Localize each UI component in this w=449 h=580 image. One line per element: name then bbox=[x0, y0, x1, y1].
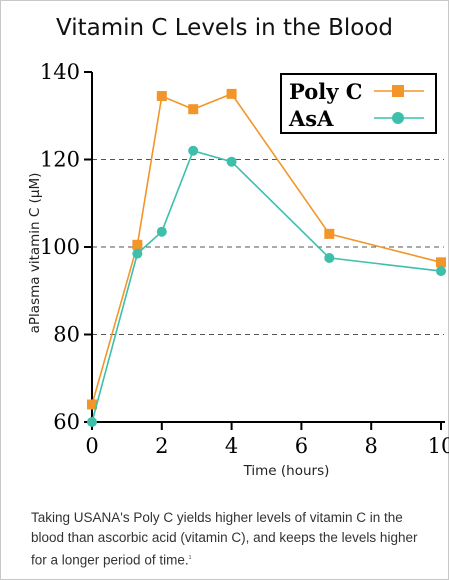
y-tick-label: 80 bbox=[53, 323, 80, 347]
caption-text: Taking USANA's Poly C yields higher leve… bbox=[31, 510, 418, 568]
y-tick-label: 100 bbox=[40, 235, 80, 259]
data-point-square bbox=[132, 239, 143, 250]
caption: Taking USANA's Poly C yields higher leve… bbox=[31, 508, 431, 571]
y-axis-label: aPlasma vitamin C (μM) bbox=[27, 173, 43, 334]
series-line-poly-c bbox=[91, 92, 442, 405]
data-point-circle bbox=[188, 145, 199, 156]
data-point-circle bbox=[132, 248, 143, 259]
data-point-square bbox=[87, 399, 97, 410]
y-tick-label: 140 bbox=[40, 60, 80, 84]
x-tick-label: 10 bbox=[428, 434, 449, 458]
x-tick-label: 4 bbox=[225, 434, 238, 458]
data-point-square bbox=[226, 88, 237, 99]
data-point-circle bbox=[156, 226, 167, 237]
footnote-mark: 1 bbox=[188, 555, 192, 561]
legend-label: Poly C bbox=[289, 79, 362, 104]
x-tick-label: 2 bbox=[155, 434, 168, 458]
data-point-square bbox=[324, 228, 335, 239]
x-tick-label: 8 bbox=[365, 434, 378, 458]
data-point-circle bbox=[87, 417, 97, 427]
data-point-square bbox=[156, 91, 167, 102]
legend-label: AsA bbox=[288, 106, 334, 131]
data-point-circle bbox=[226, 156, 237, 167]
line-chart: 60 80 100 120 140 0 2 4 6 8 10 Time (hours) aPlasma … bbox=[27, 60, 449, 479]
x-axis-label: Time (hours) bbox=[243, 463, 330, 479]
y-tick-label: 120 bbox=[40, 148, 80, 172]
chart-title: Vitamin C Levels in the Blood bbox=[55, 15, 394, 41]
legend-box bbox=[280, 73, 437, 134]
legend-marker-circle bbox=[392, 112, 404, 124]
data-point-circle bbox=[324, 252, 335, 263]
legend-marker-square bbox=[392, 85, 404, 97]
data-point-square bbox=[188, 104, 199, 115]
series-line-asa bbox=[91, 149, 442, 423]
x-tick-label: 6 bbox=[295, 434, 308, 458]
x-tick-label: 0 bbox=[85, 434, 98, 458]
data-point-circle bbox=[436, 266, 446, 277]
data-point-square bbox=[436, 257, 446, 268]
y-tick-label: 60 bbox=[53, 410, 80, 434]
